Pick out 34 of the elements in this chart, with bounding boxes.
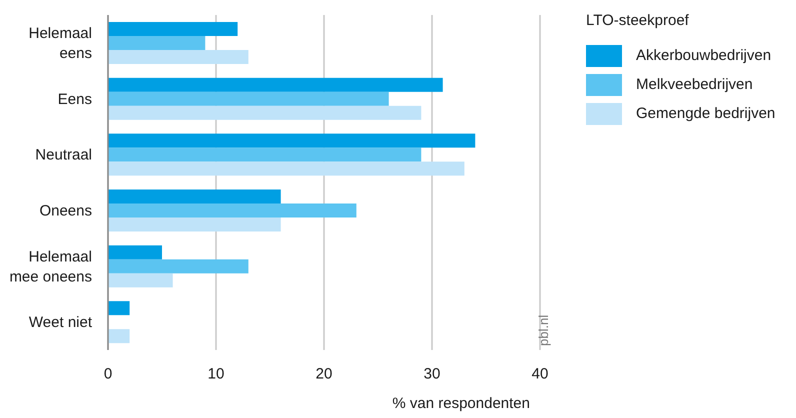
bar (108, 50, 248, 64)
bar (108, 22, 238, 36)
y-tick-label: Helemaal eens (28, 24, 92, 62)
x-tick-label: 10 (208, 366, 224, 383)
bar (108, 245, 162, 260)
x-tick-label: 30 (424, 366, 440, 383)
bar (108, 204, 356, 218)
legend-label: Akkerbouwbedrijven (636, 47, 772, 64)
bar (108, 329, 130, 344)
x-tick-label: 0 (104, 366, 112, 383)
y-tick-label: Oneens (39, 202, 92, 219)
bar (108, 259, 248, 274)
y-tick-label: Neutraal (35, 146, 92, 164)
legend-label: Gemengde bedrijven (636, 105, 776, 122)
x-axis-title: % van respondenten (392, 395, 530, 412)
bar (108, 273, 173, 288)
y-tick-label: Eens (58, 90, 92, 108)
x-tick-label: 20 (316, 366, 332, 383)
annotation: pbl.nl (536, 314, 551, 346)
bar (108, 92, 389, 106)
x-tick-label: 40 (532, 366, 548, 383)
bar (108, 106, 422, 120)
bar (108, 148, 422, 162)
legend-title: LTO-steekproef (586, 12, 690, 29)
bar (108, 218, 281, 232)
bar (108, 78, 443, 92)
bar (108, 301, 130, 316)
bar (108, 162, 464, 176)
legend-label: Melkveebedrijven (636, 76, 753, 93)
y-tick-label: Helemaal mee oneens (9, 248, 92, 285)
y-tick-label: Weet niet (28, 314, 93, 331)
bar (108, 190, 281, 204)
bar (108, 134, 476, 148)
bar (108, 36, 206, 50)
